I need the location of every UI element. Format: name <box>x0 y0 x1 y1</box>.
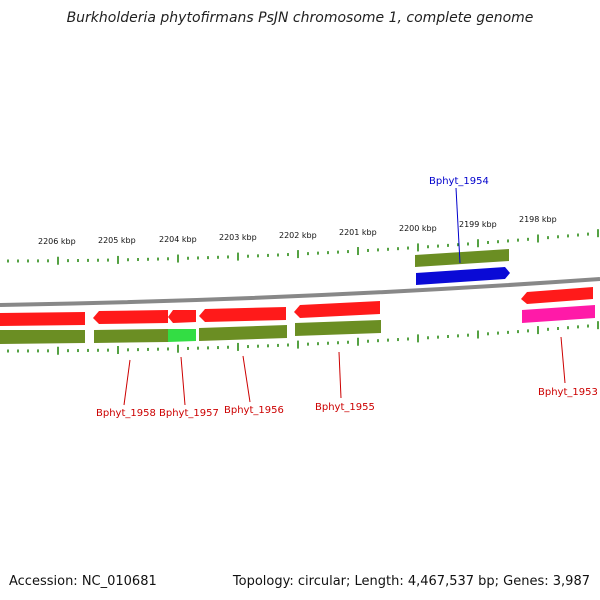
gene-feature-olive[interactable] <box>415 249 509 267</box>
scale-label: 2201 kbp <box>339 228 377 237</box>
callout-line <box>180 356 186 406</box>
callout-line <box>338 351 342 399</box>
scale-label: 2200 kbp <box>399 224 437 233</box>
gene-feature-bphyt-1956[interactable] <box>199 307 286 322</box>
gene-feature-bphyt-1958[interactable] <box>0 312 85 326</box>
upper-tick-row <box>7 229 599 265</box>
accession-text: Accession: NC_010681 <box>9 574 157 589</box>
scale-label: 2205 kbp <box>98 236 136 245</box>
scale-label: 2198 kbp <box>519 215 557 224</box>
gene-feature-bphyt-1953[interactable] <box>521 287 593 304</box>
chromosome-backbone <box>0 277 600 307</box>
gene-feature-bphyt-1955[interactable] <box>294 301 380 318</box>
scale-label: 2199 kbp <box>459 220 497 229</box>
callout-line <box>455 187 461 264</box>
callout-line <box>123 359 131 406</box>
topology-text: Topology: circular; Length: 4,467,537 bp… <box>232 574 590 589</box>
gene-feature-red[interactable] <box>93 310 168 324</box>
scale-label: 2203 kbp <box>219 233 257 242</box>
gene-label-bphyt-1958[interactable]: Bphyt_1958 <box>96 408 156 419</box>
gene-label-bphyt-1956[interactable]: Bphyt_1956 <box>224 405 284 416</box>
callout-line <box>560 336 566 384</box>
gene-feature-bphyt-1957[interactable] <box>168 310 196 323</box>
scale-label: 2206 kbp <box>38 237 76 246</box>
gene-feature-bphyt-1954[interactable] <box>416 267 510 285</box>
map-title: Burkholderia phytofirmans PsJN chromosom… <box>66 10 534 26</box>
gene-feature-olive[interactable] <box>0 330 85 344</box>
gene-feature-bphyt-1957-green[interactable] <box>168 329 196 342</box>
gene-label-bphyt-1953[interactable]: Bphyt_1953 <box>538 387 598 398</box>
gene-label-bphyt-1957[interactable]: Bphyt_1957 <box>159 408 219 419</box>
scale-label: 2202 kbp <box>279 231 317 240</box>
gene-feature-olive[interactable] <box>199 325 287 341</box>
lower-tick-row <box>7 321 599 355</box>
gene-feature-bphyt-1953-magenta[interactable] <box>522 305 595 323</box>
scale-label: 2204 kbp <box>159 235 197 244</box>
gene-label-bphyt-1955[interactable]: Bphyt_1955 <box>315 402 375 413</box>
gene-label-bphyt-1954[interactable]: Bphyt_1954 <box>429 176 489 187</box>
gene-feature-olive[interactable] <box>94 329 168 343</box>
gene-feature-olive[interactable] <box>295 320 381 336</box>
callout-line <box>242 355 251 403</box>
